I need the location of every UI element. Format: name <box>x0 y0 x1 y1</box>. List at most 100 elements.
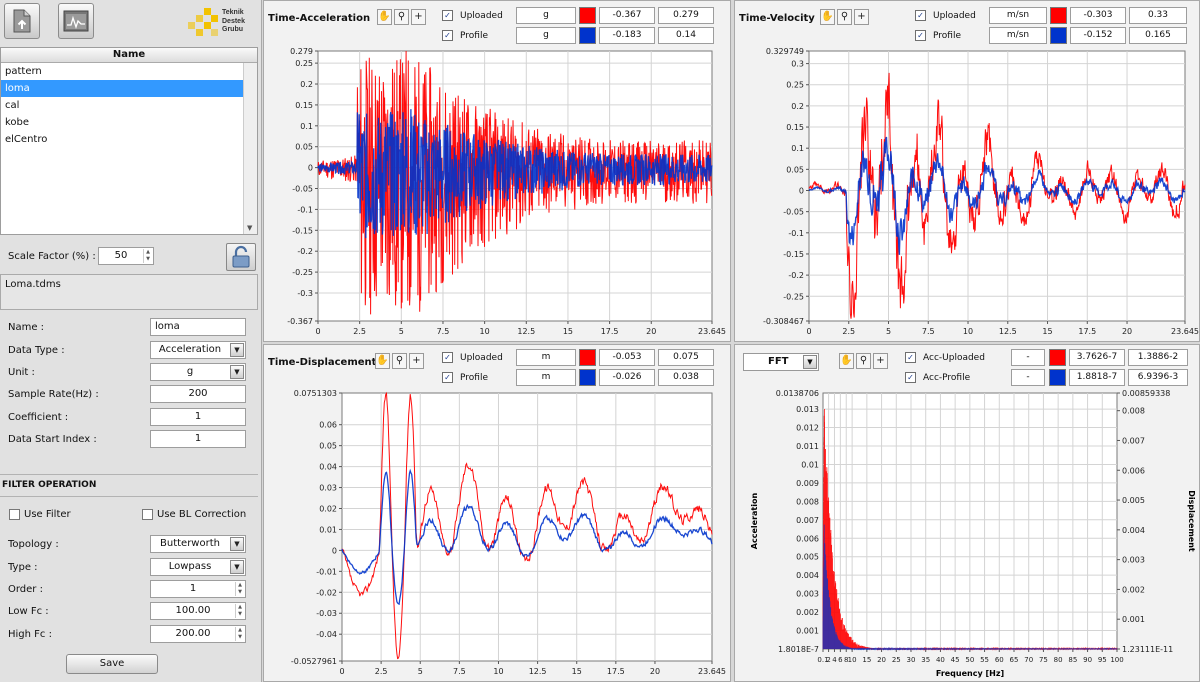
profile-checkbox[interactable]: ✓ <box>442 372 453 383</box>
dropdown-arrow-icon[interactable]: ▼ <box>230 365 244 379</box>
file-item-elcentro[interactable]: elCentro <box>5 134 48 145</box>
acc-uploaded-checkbox[interactable]: ✓ <box>905 352 916 363</box>
scroll-down-icon[interactable]: ▼ <box>247 224 253 232</box>
y2-tick-label: 0.004 <box>1122 526 1145 535</box>
cursor-tool-icon[interactable]: + <box>409 353 424 369</box>
fft-plot[interactable]: 0.12 4 6 8 10 15 20 25 30 35 40 45 50 55 60 65 70 75 80 85 9… <box>735 345 1199 681</box>
file-item-pattern[interactable]: pattern <box>5 66 42 77</box>
unit-field[interactable]: g <box>516 7 576 24</box>
order-label: Order : <box>8 584 43 595</box>
zoom-tool-icon[interactable]: ⚲ <box>837 9 852 25</box>
spin-arrows-icon[interactable]: ▲ ▼ <box>235 604 244 618</box>
import-file-button[interactable] <box>4 3 40 39</box>
highfc-input[interactable]: 200.00 ▲ ▼ <box>150 625 246 643</box>
y-tick-label: 0 <box>799 187 804 196</box>
spin-arrows-icon[interactable]: ▲ ▼ <box>143 249 152 263</box>
zoom-tool-icon[interactable]: ⚲ <box>394 9 409 25</box>
import-file-icon <box>13 9 31 33</box>
dropdown-arrow-icon[interactable]: ▼ <box>230 343 244 357</box>
file-item-loma[interactable]: loma <box>1 80 243 97</box>
datatype-select[interactable]: Acceleration ▼ <box>150 341 246 359</box>
displacement-plot[interactable]: 0 2.5 5 7.5 10 12.5 15 17.5 20 23.645 0.0751303 0.0… <box>264 345 730 681</box>
file-item-kobe[interactable]: kobe <box>5 117 30 128</box>
pan-tool-icon[interactable]: ✋ <box>377 9 392 25</box>
file-list[interactable]: Name pattern loma cal kobe elCentro ▼ <box>0 47 258 235</box>
x-tick-label: 0 <box>806 327 811 336</box>
x-axis-label: Frequency [Hz] <box>936 669 1004 678</box>
logo-line: Grubu <box>222 26 243 33</box>
dropdown-arrow-icon[interactable]: ▼ <box>230 537 244 551</box>
scale-factor-input[interactable]: 50 ▲ ▼ <box>98 247 154 265</box>
max-value: 0.075 <box>658 349 714 366</box>
series-color-swatch[interactable] <box>579 349 596 366</box>
time-acceleration-panel: Time-Acceleration ✋ ⚲ + ✓ Uploaded g -0.… <box>263 0 731 342</box>
cursor-tool-icon[interactable]: + <box>411 9 426 25</box>
series-color-swatch[interactable] <box>1049 369 1066 386</box>
lock-button[interactable] <box>226 243 256 271</box>
series-color-swatch[interactable] <box>579 7 596 24</box>
unit-field[interactable]: m/sn <box>989 27 1047 44</box>
spin-arrows-icon[interactable]: ▲ ▼ <box>235 582 244 596</box>
unit-field[interactable]: - <box>1011 369 1045 386</box>
lowfc-input[interactable]: 100.00 ▲ ▼ <box>150 602 246 620</box>
x-tick-label: 10 <box>963 327 973 336</box>
pan-tool-icon[interactable]: ✋ <box>839 353 854 369</box>
unit-select[interactable]: g ▼ <box>150 363 246 381</box>
zoom-tool-icon[interactable]: ⚲ <box>856 353 871 369</box>
unit-field[interactable]: g <box>516 27 576 44</box>
datastart-input[interactable]: 1 <box>150 430 246 448</box>
y-tick-label: 0.05 <box>786 165 804 174</box>
uploaded-checkbox[interactable]: ✓ <box>442 10 453 21</box>
y-tick-label: 0.007 <box>796 516 819 525</box>
profile-checkbox[interactable]: ✓ <box>442 30 453 41</box>
profile-checkbox[interactable]: ✓ <box>915 30 926 41</box>
series-line-profile <box>317 109 713 239</box>
unit-field[interactable]: - <box>1011 349 1045 366</box>
filter-type-select[interactable]: Lowpass ▼ <box>150 558 246 576</box>
order-input[interactable]: 1 ▲ ▼ <box>150 580 246 598</box>
series-color-swatch[interactable] <box>1050 7 1067 24</box>
zoom-tool-icon[interactable]: ⚲ <box>392 353 407 369</box>
cursor-tool-icon[interactable]: + <box>873 353 888 369</box>
filter-section-title: FILTER OPERATION <box>2 480 97 490</box>
acceleration-plot[interactable]: 0 2.5 5 7.5 10 12.5 15 17.5 20 23.645 0.279 0.25 0.2… <box>264 1 730 341</box>
fft-mode-select[interactable]: FFT ▼ <box>743 353 819 371</box>
list-scrollbar[interactable]: ▼ <box>243 63 257 234</box>
dropdown-arrow-icon[interactable]: ▼ <box>803 355 817 369</box>
series-color-swatch[interactable] <box>579 369 596 386</box>
x-tick-label: 15 <box>572 667 582 676</box>
show-graph-button[interactable] <box>58 3 94 39</box>
series-color-swatch[interactable] <box>579 27 596 44</box>
velocity-plot[interactable]: 0 2.5 5 7.5 10 12.5 15 17.5 20 23.645 0.329749 0.3 0… <box>735 1 1199 341</box>
series-color-swatch[interactable] <box>1050 27 1067 44</box>
use-bl-correction-checkbox[interactable] <box>142 509 153 520</box>
topology-select[interactable]: Butterworth ▼ <box>150 535 246 553</box>
acc-profile-checkbox[interactable]: ✓ <box>905 372 916 383</box>
unit-label: Unit : <box>8 367 35 378</box>
uploaded-checkbox[interactable]: ✓ <box>442 352 453 363</box>
x-tick-label: 20 <box>877 656 886 664</box>
unit-field[interactable]: m <box>516 349 576 366</box>
pan-tool-icon[interactable]: ✋ <box>375 353 390 369</box>
save-button[interactable]: Save <box>66 654 158 674</box>
pan-tool-icon[interactable]: ✋ <box>820 9 835 25</box>
list-header-name[interactable]: Name <box>1 48 257 63</box>
x-tick-label: 70 <box>1024 656 1033 664</box>
unit-field[interactable]: m <box>516 369 576 386</box>
series-label: Profile <box>460 373 488 383</box>
uploaded-checkbox[interactable]: ✓ <box>915 10 926 21</box>
samplerate-input[interactable]: 200 <box>150 385 246 403</box>
use-filter-checkbox[interactable] <box>9 509 20 520</box>
dropdown-arrow-icon[interactable]: ▼ <box>230 560 244 574</box>
y-tick-label: 0.03 <box>319 484 337 493</box>
file-item-cal[interactable]: cal <box>5 100 20 111</box>
series-color-swatch[interactable] <box>1049 349 1066 366</box>
name-input[interactable]: loma <box>150 318 246 336</box>
x-tick-label: 23.645 <box>698 327 726 336</box>
y-tick-label: -0.1 <box>297 205 313 214</box>
cursor-tool-icon[interactable]: + <box>854 9 869 25</box>
max-value: 0.165 <box>1129 27 1187 44</box>
coefficient-input[interactable]: 1 <box>150 408 246 426</box>
unit-field[interactable]: m/sn <box>989 7 1047 24</box>
spin-arrows-icon[interactable]: ▲ ▼ <box>235 627 244 641</box>
